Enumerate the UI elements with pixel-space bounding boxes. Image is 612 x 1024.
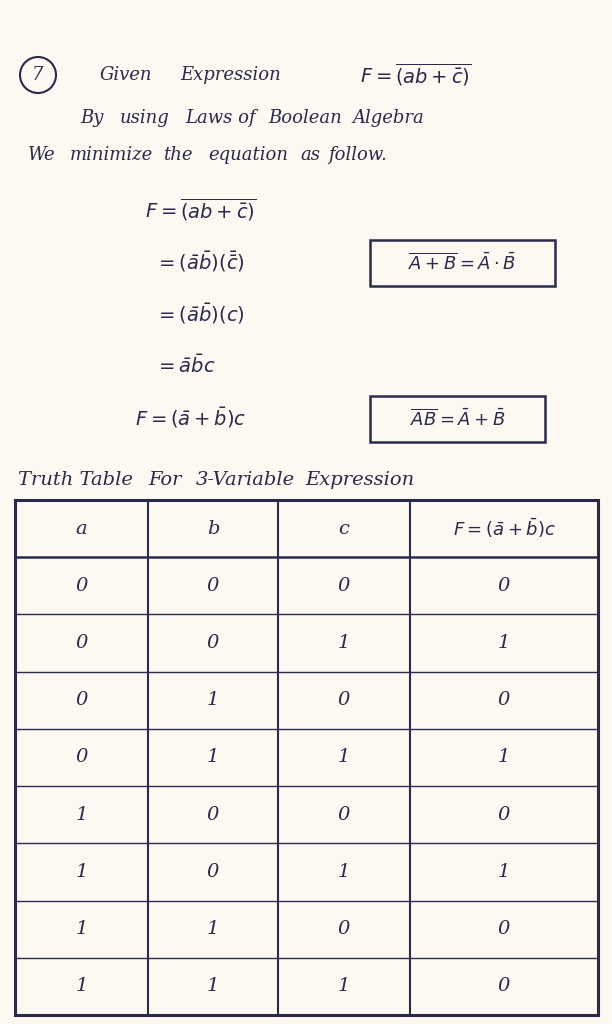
Text: minimize: minimize [70, 146, 153, 164]
Text: 0: 0 [75, 691, 88, 710]
Text: Expression: Expression [180, 66, 281, 84]
Text: 0: 0 [75, 634, 88, 652]
Text: 1: 1 [207, 921, 219, 938]
Text: 1: 1 [498, 634, 510, 652]
Text: 7: 7 [32, 66, 43, 84]
Text: For: For [148, 471, 182, 489]
Text: 1: 1 [207, 691, 219, 710]
Text: a: a [76, 519, 88, 538]
Text: 1: 1 [338, 749, 350, 767]
Text: $F = (\bar{a}+\bar{b})c$: $F = (\bar{a}+\bar{b})c$ [135, 406, 246, 430]
Text: Given: Given [100, 66, 152, 84]
Text: 1: 1 [207, 749, 219, 767]
Text: 0: 0 [207, 634, 219, 652]
Text: 0: 0 [498, 577, 510, 595]
Text: Algebra: Algebra [352, 109, 424, 127]
Text: 0: 0 [207, 806, 219, 823]
Text: $F = (\bar{a}+\bar{b})c$: $F = (\bar{a}+\bar{b})c$ [453, 517, 555, 541]
Text: Laws of: Laws of [185, 109, 256, 127]
Text: 0: 0 [338, 577, 350, 595]
Text: 1: 1 [75, 806, 88, 823]
Text: $= (\bar{a}\bar{b})(\bar{\bar{c}})$: $= (\bar{a}\bar{b})(\bar{\bar{c}})$ [155, 250, 245, 274]
Text: 1: 1 [75, 977, 88, 995]
Text: 1: 1 [75, 863, 88, 881]
Text: using: using [120, 109, 170, 127]
Bar [370, 240, 555, 286]
Text: 3-Variable: 3-Variable [196, 471, 295, 489]
Text: By: By [80, 109, 103, 127]
Text: $\overline{A+B} = \bar{A}\cdot\bar{B}$: $\overline{A+B} = \bar{A}\cdot\bar{B}$ [408, 252, 517, 273]
Text: 0: 0 [75, 749, 88, 767]
Text: 0: 0 [207, 577, 219, 595]
Bar [370, 396, 545, 442]
Text: $= (\bar{a}\bar{b})(c)$: $= (\bar{a}\bar{b})(c)$ [155, 301, 245, 327]
Text: $\overline{AB} = \bar{A}+\bar{B}$: $\overline{AB} = \bar{A}+\bar{B}$ [410, 409, 505, 430]
Text: follow.: follow. [328, 146, 387, 164]
Text: 0: 0 [338, 921, 350, 938]
Text: the: the [163, 146, 193, 164]
Text: b: b [207, 519, 219, 538]
Text: c: c [338, 519, 349, 538]
Text: 0: 0 [498, 921, 510, 938]
Text: equation: equation [208, 146, 288, 164]
Text: 0: 0 [207, 863, 219, 881]
Text: 0: 0 [498, 806, 510, 823]
Text: 1: 1 [498, 863, 510, 881]
Text: We: We [28, 146, 56, 164]
Text: Boolean: Boolean [268, 109, 341, 127]
Text: Truth Table: Truth Table [18, 471, 133, 489]
Text: 1: 1 [338, 977, 350, 995]
Text: $F = \overline{(ab+\bar{c})}$: $F = \overline{(ab+\bar{c})}$ [145, 197, 256, 223]
Text: 1: 1 [498, 749, 510, 767]
Text: 0: 0 [75, 577, 88, 595]
Text: $F = \overline{(ab+\bar{c})}$: $F = \overline{(ab+\bar{c})}$ [360, 61, 471, 88]
Text: 0: 0 [498, 977, 510, 995]
Bar [15, 500, 598, 1015]
Text: 0: 0 [338, 691, 350, 710]
Text: as: as [300, 146, 320, 164]
Text: 1: 1 [338, 863, 350, 881]
Text: Expression: Expression [305, 471, 414, 489]
Text: 1: 1 [75, 921, 88, 938]
Text: $= \bar{a}\bar{b}c$: $= \bar{a}\bar{b}c$ [155, 354, 215, 378]
Text: 0: 0 [338, 806, 350, 823]
Text: 1: 1 [338, 634, 350, 652]
Text: 0: 0 [498, 691, 510, 710]
Text: 1: 1 [207, 977, 219, 995]
